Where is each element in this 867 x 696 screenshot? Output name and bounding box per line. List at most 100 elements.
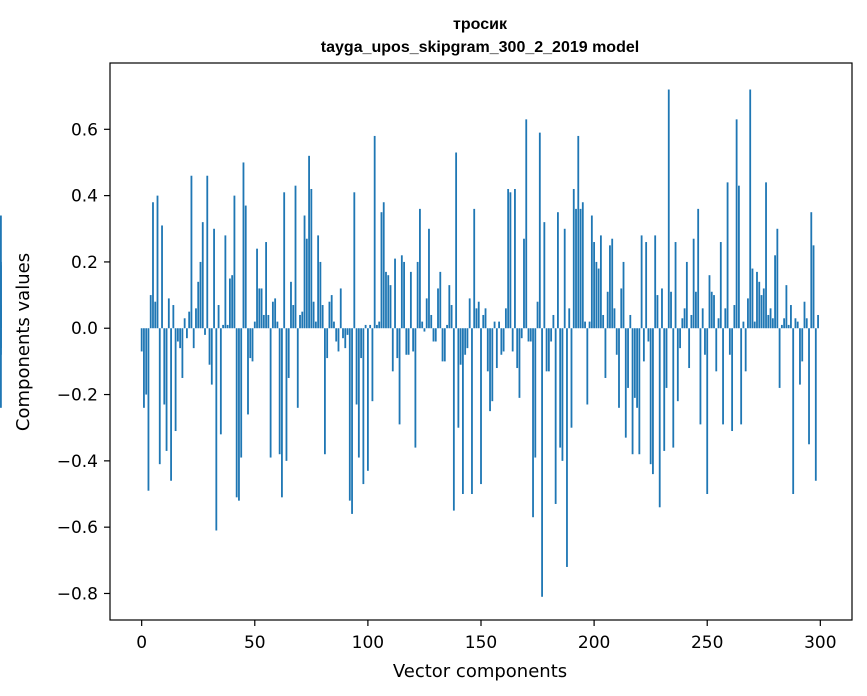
bar — [432, 328, 435, 342]
bar — [473, 208, 476, 329]
bar — [538, 132, 541, 329]
bar — [305, 238, 308, 329]
bar — [143, 328, 145, 408]
bar — [751, 268, 754, 329]
bar — [704, 328, 706, 355]
bar — [599, 235, 602, 329]
bar — [262, 314, 265, 329]
bar — [681, 318, 684, 329]
x-tick-label: 0 — [136, 633, 147, 653]
bar — [197, 281, 200, 329]
bar — [602, 314, 605, 329]
bar — [437, 288, 439, 329]
bar — [333, 321, 335, 329]
bar — [744, 328, 747, 372]
x-tick-label: 100 — [352, 633, 384, 653]
bar — [803, 301, 806, 329]
bar — [385, 271, 387, 329]
bar — [692, 238, 695, 329]
bar — [321, 305, 324, 329]
bar — [568, 308, 571, 329]
bar — [502, 328, 505, 352]
bar — [199, 261, 202, 329]
bar — [348, 328, 351, 501]
bar — [240, 328, 243, 458]
bar — [265, 242, 267, 329]
bar — [251, 328, 254, 362]
bar — [294, 185, 297, 329]
bar — [378, 321, 381, 329]
bar — [801, 328, 804, 362]
bar — [796, 321, 799, 329]
y-tick-label: 0.2 — [71, 253, 98, 273]
bar — [706, 328, 709, 495]
bar — [672, 328, 675, 448]
bar — [667, 89, 670, 329]
bar — [609, 245, 611, 329]
bar — [339, 288, 342, 329]
bar — [224, 235, 227, 329]
bar — [430, 314, 433, 329]
bar — [452, 328, 455, 511]
bar — [260, 288, 263, 329]
bar — [554, 328, 557, 504]
bar — [450, 305, 453, 329]
bar — [213, 228, 215, 329]
bar — [183, 318, 186, 329]
bar — [188, 311, 191, 329]
bar — [176, 328, 179, 342]
y-tick-label: −0.4 — [57, 452, 98, 472]
bar — [586, 328, 589, 405]
bar — [443, 328, 446, 362]
bar — [785, 285, 788, 329]
bar — [663, 328, 666, 451]
bar — [547, 328, 550, 372]
bar — [805, 318, 808, 329]
bar — [769, 308, 772, 329]
bar — [217, 305, 220, 329]
bar — [613, 308, 616, 329]
bar — [154, 301, 157, 329]
bar — [394, 258, 396, 329]
bar — [416, 261, 419, 329]
x-axis-label: Vector components — [393, 661, 567, 682]
bar — [215, 328, 218, 531]
bar — [366, 328, 369, 471]
bar — [482, 314, 485, 329]
bar — [620, 288, 623, 329]
bar — [495, 328, 498, 369]
y-tick-label: −0.6 — [57, 518, 98, 538]
bar — [762, 288, 765, 329]
bar — [278, 328, 281, 455]
bar — [208, 328, 211, 365]
bar — [439, 271, 442, 329]
bar — [201, 222, 204, 329]
bar — [654, 235, 657, 329]
bar — [595, 261, 598, 329]
bar — [172, 305, 175, 329]
bar — [256, 248, 258, 329]
bar — [606, 291, 609, 329]
bar — [566, 328, 568, 567]
bar — [271, 301, 274, 329]
bar — [226, 324, 229, 329]
bar — [717, 318, 720, 329]
bar — [425, 298, 428, 329]
bar — [364, 324, 367, 329]
bar — [206, 175, 209, 329]
bar — [760, 295, 763, 329]
bar — [283, 192, 286, 329]
bar — [466, 328, 469, 349]
bar — [389, 285, 392, 329]
bar — [235, 328, 238, 498]
bar — [258, 288, 261, 329]
bar — [638, 328, 641, 455]
bar — [753, 321, 756, 329]
bar — [373, 135, 376, 329]
bar — [523, 238, 525, 329]
bar — [665, 328, 668, 388]
bar — [314, 321, 317, 329]
bar — [371, 328, 374, 402]
bar — [629, 314, 632, 329]
bar — [362, 328, 365, 485]
